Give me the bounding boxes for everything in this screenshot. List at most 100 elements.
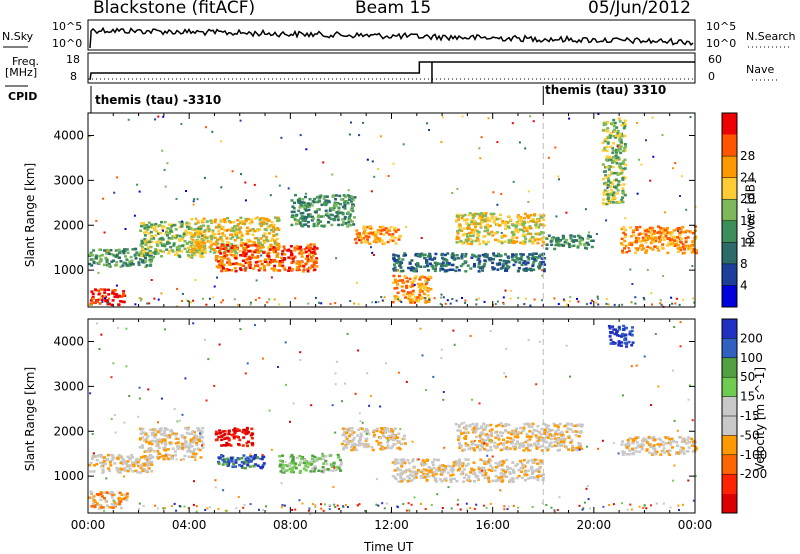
echo-cell (652, 155, 655, 158)
echo-cell (383, 427, 387, 431)
echo-cell (283, 504, 286, 507)
echo-cell (511, 223, 515, 227)
echo-cell (324, 459, 328, 463)
echo-cell (295, 456, 299, 460)
echo-cell (387, 175, 390, 177)
echo-cell (266, 252, 270, 255)
echo-cell (175, 458, 178, 461)
echo-cell (402, 143, 405, 146)
echo-cell (630, 365, 633, 368)
echo-cell (194, 438, 198, 441)
echo-cell (656, 231, 660, 235)
echo-cell (95, 219, 98, 222)
echo-cell (387, 228, 390, 232)
echo-cell (610, 193, 614, 197)
echo-cell (411, 284, 415, 288)
echo-cell (343, 201, 346, 204)
echo-cell (252, 457, 256, 460)
echo-cell (525, 226, 529, 230)
echo-cell (101, 463, 105, 466)
echo-cell (372, 254, 375, 256)
echo-cell (173, 253, 177, 257)
echo-cell (509, 239, 513, 242)
echo-cell (399, 428, 402, 431)
echo-cell (160, 433, 164, 436)
echo-cell (162, 229, 164, 232)
echo-cell (632, 452, 636, 456)
echo-cell (662, 447, 666, 450)
echo-cell (225, 460, 229, 464)
echo-cell (680, 230, 684, 234)
echo-cell (483, 218, 486, 222)
echo-cell (651, 452, 655, 455)
echo-cell (367, 235, 371, 239)
echo-cell (576, 297, 578, 300)
echo-cell (192, 322, 195, 325)
echo-cell (263, 232, 267, 235)
echo-cell (618, 132, 622, 136)
echo-cell (511, 235, 515, 239)
echo-cell (553, 297, 556, 300)
echo-cell (647, 236, 651, 240)
echo-cell (134, 469, 138, 473)
echo-cell (331, 173, 334, 176)
echo-cell (192, 452, 196, 456)
echo-cell (415, 298, 419, 301)
echo-cell (504, 424, 507, 427)
echo-cell (362, 232, 366, 235)
echo-cell (480, 218, 484, 221)
echo-cell (290, 454, 294, 458)
echo-cell (607, 324, 611, 328)
echo-cell (218, 250, 222, 253)
echo-cell (141, 247, 145, 251)
echo-cell (394, 242, 398, 245)
echo-cell (623, 143, 627, 146)
echo-cell (529, 232, 533, 236)
echo-cell (244, 199, 247, 202)
echo-cell (409, 298, 413, 302)
echo-cell (129, 255, 133, 259)
echo-cell (475, 303, 478, 306)
echo-cell (262, 266, 266, 270)
echo-cell (521, 253, 525, 256)
echo-cell (93, 504, 97, 507)
echo-cell (231, 226, 235, 230)
echo-cell (428, 467, 432, 470)
echo-cell (483, 460, 487, 463)
echo-cell (578, 240, 582, 244)
echo-cell (299, 217, 303, 220)
echo-cell (546, 424, 550, 427)
echo-cell (462, 468, 466, 471)
echo-cell (147, 242, 151, 245)
echo-cell (190, 241, 194, 245)
echo-cell (325, 462, 329, 466)
echo-cell (265, 217, 269, 221)
echo-cell (393, 462, 397, 466)
echo-cell (477, 265, 481, 268)
echo-cell (348, 434, 352, 438)
echo-cell (308, 215, 312, 218)
echo-cell (391, 445, 395, 448)
echo-cell (359, 236, 363, 240)
echo-cell (519, 426, 522, 430)
echo-cell (215, 255, 219, 258)
echo-cell (412, 267, 415, 270)
echo-cell (434, 267, 437, 270)
echo-cell (434, 264, 438, 268)
echo-cell (353, 238, 357, 241)
echo-cell (184, 440, 188, 443)
echo-cell (185, 250, 189, 253)
echo-cell (336, 218, 340, 222)
echo-cell (469, 238, 473, 241)
echo-cell (318, 302, 321, 304)
echo-cell (482, 422, 486, 425)
echo-cell (568, 245, 572, 249)
echo-cell (379, 232, 383, 236)
echo-cell (476, 444, 480, 447)
echo-cell (607, 165, 611, 168)
echo-cell (523, 212, 527, 216)
echo-cell (329, 302, 332, 305)
echo-cell (225, 268, 229, 271)
echo-cell (439, 269, 442, 272)
echo-cell (538, 262, 542, 266)
